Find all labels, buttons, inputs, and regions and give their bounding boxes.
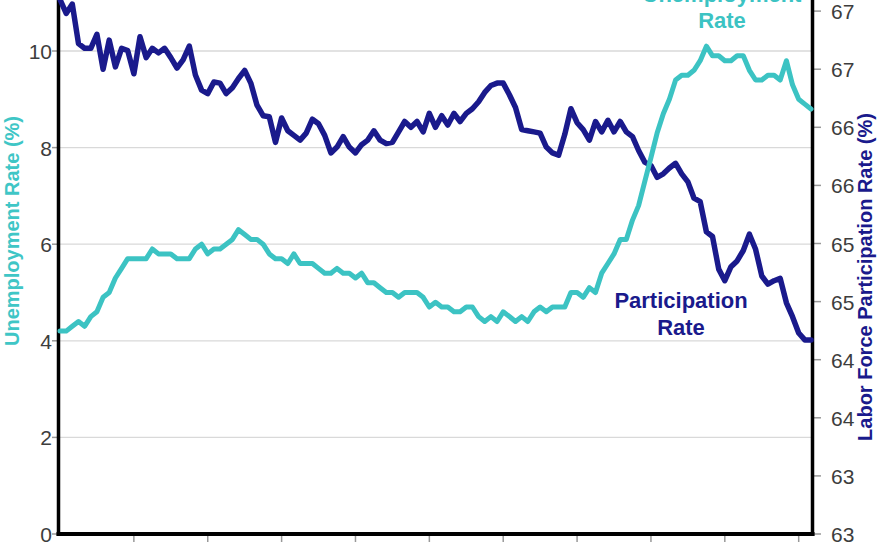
axis-tick-marks xyxy=(52,11,821,542)
right-axis-tick-label: 65 xyxy=(831,291,854,312)
right-axis-title: Labor Force Participation Rate (%) xyxy=(854,113,877,441)
participation-rate-annotation: Participation Rate xyxy=(571,287,791,341)
left-axis-tick-label: 10 xyxy=(8,41,52,62)
unemployment-rate-annotation: Unemployment Rate xyxy=(612,0,832,34)
right-axis-tick-label: 66 xyxy=(831,117,854,138)
right-axis-tick-label: 64 xyxy=(831,349,854,370)
horizontal-gridlines xyxy=(60,51,811,437)
right-axis-tick-label: 66 xyxy=(831,175,854,196)
annotation-line: Participation xyxy=(571,287,791,314)
plot-area xyxy=(0,0,880,542)
left-axis-tick-label: 0 xyxy=(8,524,52,542)
right-axis-tick-label: 63 xyxy=(831,524,854,542)
right-axis-tick-label: 65 xyxy=(831,233,854,254)
left-axis-tick-label: 2 xyxy=(8,427,52,448)
right-axis-tick-label: 67 xyxy=(831,59,854,80)
left-axis-title: Unemployment Rate (%) xyxy=(1,116,24,346)
right-axis-tick-label: 67 xyxy=(831,1,854,22)
right-axis-tick-label: 63 xyxy=(831,465,854,486)
annotation-line: Rate xyxy=(571,314,791,341)
axis-lines xyxy=(57,0,815,536)
dual-axis-line-chart: 0246810 63636464656566666767 Unemploymen… xyxy=(0,0,880,542)
annotation-line: Unemployment xyxy=(612,0,832,8)
annotation-line: Rate xyxy=(612,8,832,34)
right-axis-tick-label: 64 xyxy=(831,407,854,428)
